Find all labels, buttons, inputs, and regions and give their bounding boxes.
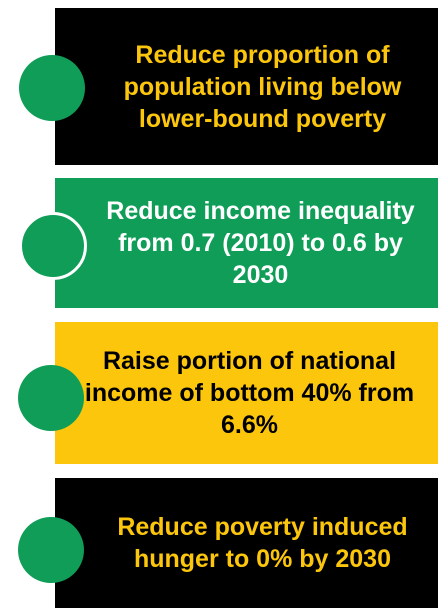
goal-text-national-income: Raise portion of national income of bott… <box>84 347 415 439</box>
green-circle-marker <box>19 55 85 121</box>
goal-text-poverty-proportion: Reduce proportion of population living b… <box>123 40 402 133</box>
goal-text-income-inequality: Reduce income inequality from 0.7 (2010)… <box>106 197 415 289</box>
goal-text-hunger: Reduce poverty induced hunger to 0% by 2… <box>117 513 408 573</box>
goal-card-poverty-proportion: Reduce proportion of population living b… <box>55 8 438 165</box>
green-circle-marker <box>19 212 87 280</box>
green-circle-marker <box>18 517 84 583</box>
green-circle-marker <box>18 365 84 431</box>
goal-card-national-income: Raise portion of national income of bott… <box>55 322 438 464</box>
goal-card-hunger: Reduce poverty induced hunger to 0% by 2… <box>55 478 438 608</box>
goal-card-income-inequality: Reduce income inequality from 0.7 (2010)… <box>55 178 438 308</box>
